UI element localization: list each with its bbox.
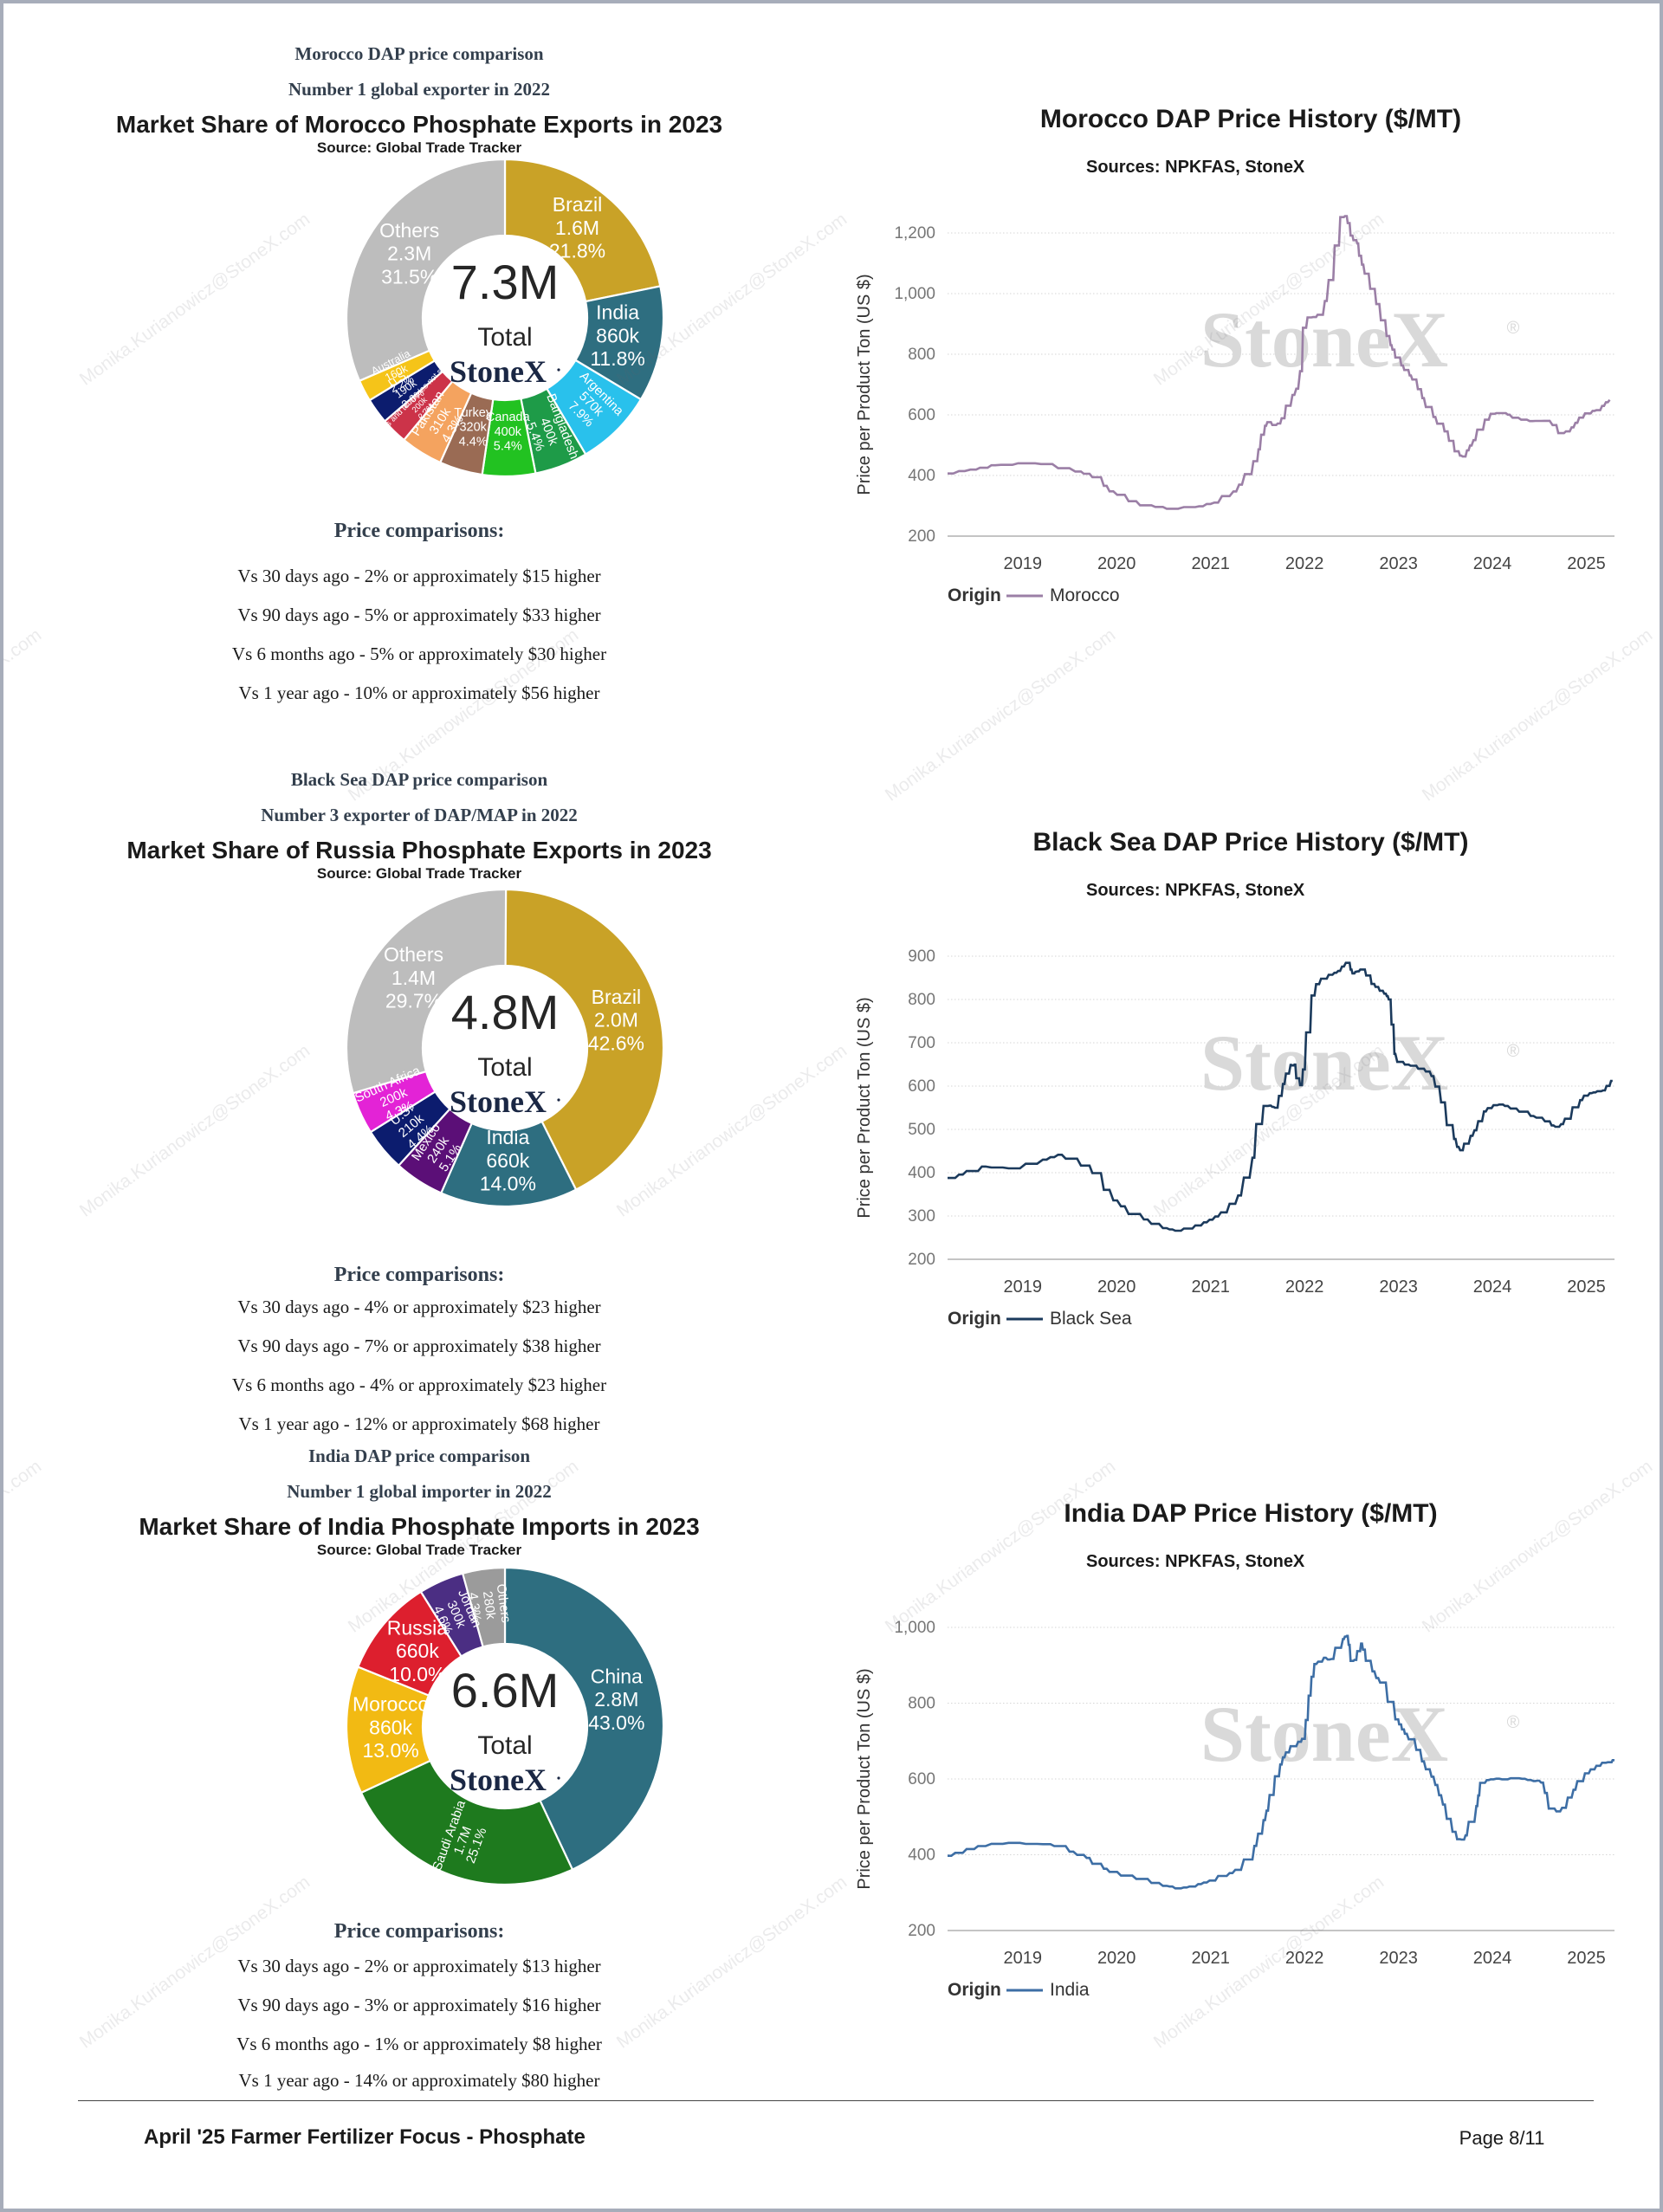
svg-text:2019: 2019 (1004, 554, 1043, 573)
svg-text:StoneX: StoneX (1200, 1690, 1448, 1778)
svg-text:2021: 2021 (1191, 1949, 1230, 1968)
svg-text:400: 400 (908, 1847, 935, 1865)
svg-text:Origin: Origin (948, 1980, 1001, 2000)
svg-text:®: ® (1507, 1713, 1520, 1732)
svg-text:1,000: 1,000 (894, 285, 935, 303)
svg-text:2024: 2024 (1473, 554, 1512, 573)
svg-text:Sources: NPKFAS, StoneX: Sources: NPKFAS, StoneX (1086, 158, 1305, 177)
svg-text:Total: Total (477, 1731, 532, 1760)
svg-text:Price per Product Ton (US $): Price per Product Ton (US $) (855, 997, 874, 1218)
svg-text:2024: 2024 (1473, 1949, 1512, 1968)
svg-text:2024: 2024 (1473, 1277, 1512, 1297)
svg-text:India: India (1050, 1980, 1090, 2000)
svg-text:1,000: 1,000 (894, 1619, 935, 1637)
svg-text:200: 200 (908, 527, 935, 546)
svg-text:700: 700 (908, 1034, 935, 1052)
svg-text:2019: 2019 (1004, 1277, 1043, 1297)
svg-text:2022: 2022 (1285, 1277, 1324, 1297)
svg-text:India DAP Price History ($/MT): India DAP Price History ($/MT) (1064, 1499, 1437, 1528)
svg-text:StoneX: StoneX (1200, 1019, 1448, 1107)
svg-text:500: 500 (908, 1121, 935, 1139)
svg-text:2021: 2021 (1191, 1277, 1230, 1297)
svg-text:6.6M: 6.6M (451, 1663, 560, 1717)
svg-text:1,200: 1,200 (894, 224, 935, 243)
svg-text:200: 200 (908, 1922, 935, 1940)
svg-text:800: 800 (908, 991, 935, 1009)
svg-text:400: 400 (908, 467, 935, 485)
svg-text:2020: 2020 (1097, 1277, 1136, 1297)
svg-text:StoneX: StoneX (450, 1084, 547, 1119)
svg-text:200: 200 (908, 1251, 935, 1269)
svg-text:StoneX: StoneX (450, 354, 547, 389)
svg-text:Origin: Origin (948, 1309, 1001, 1329)
svg-text:2020: 2020 (1097, 1949, 1136, 1968)
svg-text:Price per Product Ton (US $): Price per Product Ton (US $) (855, 274, 874, 495)
svg-text:800: 800 (908, 346, 935, 364)
svg-text:2023: 2023 (1379, 554, 1418, 573)
svg-text:2025: 2025 (1567, 1277, 1606, 1297)
svg-text:Morocco DAP Price History ($/M: Morocco DAP Price History ($/MT) (1040, 105, 1461, 133)
svg-text:Sources: NPKFAS, StoneX: Sources: NPKFAS, StoneX (1086, 1552, 1305, 1571)
svg-text:2019: 2019 (1004, 1949, 1043, 1968)
svg-text:Black Sea: Black Sea (1050, 1309, 1132, 1329)
svg-text:600: 600 (908, 1077, 935, 1096)
svg-text:2022: 2022 (1285, 1949, 1324, 1968)
svg-text:Sources: NPKFAS, StoneX: Sources: NPKFAS, StoneX (1086, 881, 1305, 900)
svg-text:Black Sea DAP Price History ($: Black Sea DAP Price History ($/MT) (1033, 828, 1469, 857)
svg-text:Price per Product Ton (US $): Price per Product Ton (US $) (855, 1668, 874, 1889)
svg-text:2023: 2023 (1379, 1949, 1418, 1968)
svg-text:Total: Total (477, 323, 532, 352)
svg-text:Origin: Origin (948, 585, 1001, 605)
svg-text:4.8M: 4.8M (451, 985, 560, 1039)
svg-text:800: 800 (908, 1695, 935, 1713)
svg-text:2022: 2022 (1285, 554, 1324, 573)
svg-text:Total: Total (477, 1053, 532, 1082)
svg-text:Morocco: Morocco (1050, 585, 1120, 605)
svg-text:300: 300 (908, 1207, 935, 1226)
svg-text:7.3M: 7.3M (451, 255, 560, 309)
svg-text:600: 600 (908, 406, 935, 424)
svg-text:2020: 2020 (1097, 554, 1136, 573)
svg-text:900: 900 (908, 948, 935, 966)
svg-text:®: ® (1507, 319, 1520, 338)
svg-text:2025: 2025 (1567, 554, 1606, 573)
svg-text:2025: 2025 (1567, 1949, 1606, 1968)
svg-text:2021: 2021 (1191, 554, 1230, 573)
svg-text:StoneX: StoneX (450, 1762, 547, 1797)
svg-text:2023: 2023 (1379, 1277, 1418, 1297)
svg-text:600: 600 (908, 1770, 935, 1788)
svg-text:400: 400 (908, 1164, 935, 1182)
svg-text:®: ® (1507, 1042, 1520, 1061)
